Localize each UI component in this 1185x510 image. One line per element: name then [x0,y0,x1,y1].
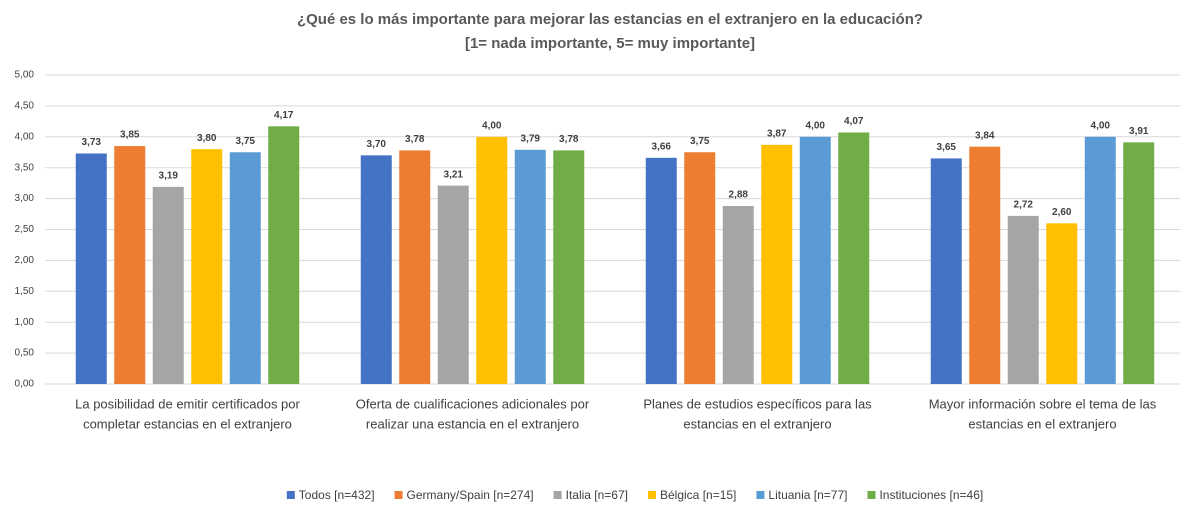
value-label: 3,84 [975,130,995,141]
bar [1123,142,1155,384]
value-label: 2,88 [729,190,749,201]
x-tick-label: estancias en el extranjero [683,416,831,431]
legend-label: Germany/Spain [n=274] [407,488,534,502]
x-tick-label: realizar una estancia en el extranjero [366,416,579,431]
legend-swatch [867,491,876,499]
value-label: 4,00 [482,120,502,131]
bar [399,150,431,384]
legend-swatch [756,491,765,499]
bar [969,146,1001,384]
y-tick-label: 5,00 [15,70,35,81]
value-label: 3,79 [521,133,541,144]
value-label: 3,21 [444,169,464,180]
legend-swatch [286,491,295,499]
bar [645,157,677,384]
value-label: 4,17 [274,110,294,121]
value-label: 3,75 [236,136,256,147]
value-label: 3,73 [82,137,102,148]
y-tick-label: 3,50 [15,162,35,173]
x-tick-label: Mayor información sobre el tema de las [929,396,1157,411]
value-label: 3,91 [1129,126,1149,137]
y-tick-label: 3,00 [15,193,35,204]
bar [268,126,300,384]
bar [930,158,962,384]
legend-label: Lituania [n=77] [768,488,847,502]
value-label: 4,00 [806,120,826,131]
bar [476,136,508,384]
y-tick-label: 4,50 [15,101,35,112]
legend-swatch [648,491,656,499]
value-label: 4,00 [1091,120,1111,131]
value-label: 3,80 [197,133,217,144]
x-tick-label: Planes de estudios específicos para las [643,396,872,411]
bar [191,149,223,384]
chart-subtitle: [1= nada importante, 5= muy importante] [465,35,755,52]
y-tick-label: 1,50 [15,286,35,297]
bar [838,132,870,384]
bar [1007,215,1039,384]
x-tick-label: Oferta de cualificaciones adicionales po… [356,396,590,411]
legend-label: Todos [n=432] [299,488,375,502]
value-label: 3,78 [559,134,579,145]
bar [360,155,392,384]
bar [152,186,184,384]
bar [75,153,107,384]
chart-title: ¿Qué es lo más importante para mejorar l… [297,11,923,28]
value-label: 2,60 [1052,207,1072,218]
legend-swatch [553,491,562,499]
legend-label: Instituciones [n=46] [879,488,983,502]
x-tick-label: completar estancias en el extranjero [83,416,292,431]
bar [799,136,831,384]
bar [761,144,793,384]
bar [1046,223,1078,384]
bar [722,206,754,384]
bar [229,152,261,384]
value-label: 3,70 [367,139,387,150]
y-tick-label: 0,50 [15,348,35,359]
bar [514,149,546,384]
bar [437,185,469,384]
bar [684,152,716,384]
value-label: 3,19 [159,170,179,181]
y-tick-label: 1,00 [15,317,35,328]
y-tick-label: 4,00 [15,131,35,142]
y-tick-label: 0,00 [15,379,35,390]
x-tick-label: La posibilidad de emitir certificados po… [75,396,300,411]
value-label: 2,72 [1014,200,1034,211]
bar [114,146,146,384]
bar [1084,136,1116,384]
value-label: 3,78 [405,134,425,145]
y-tick-label: 2,50 [15,224,35,235]
value-label: 3,87 [767,128,787,139]
value-label: 3,75 [690,136,710,147]
value-label: 3,85 [120,130,140,141]
legend-label: Italia [n=67] [566,488,628,502]
x-tick-label: estancias en el extranjero [968,416,1116,431]
value-label: 3,66 [652,141,672,152]
bar [553,150,585,384]
legend-label: Bélgica [n=15] [660,488,736,502]
value-label: 3,65 [937,142,957,153]
legend-swatch [394,491,403,499]
y-tick-label: 2,00 [15,255,35,266]
value-label: 4,07 [844,116,864,127]
